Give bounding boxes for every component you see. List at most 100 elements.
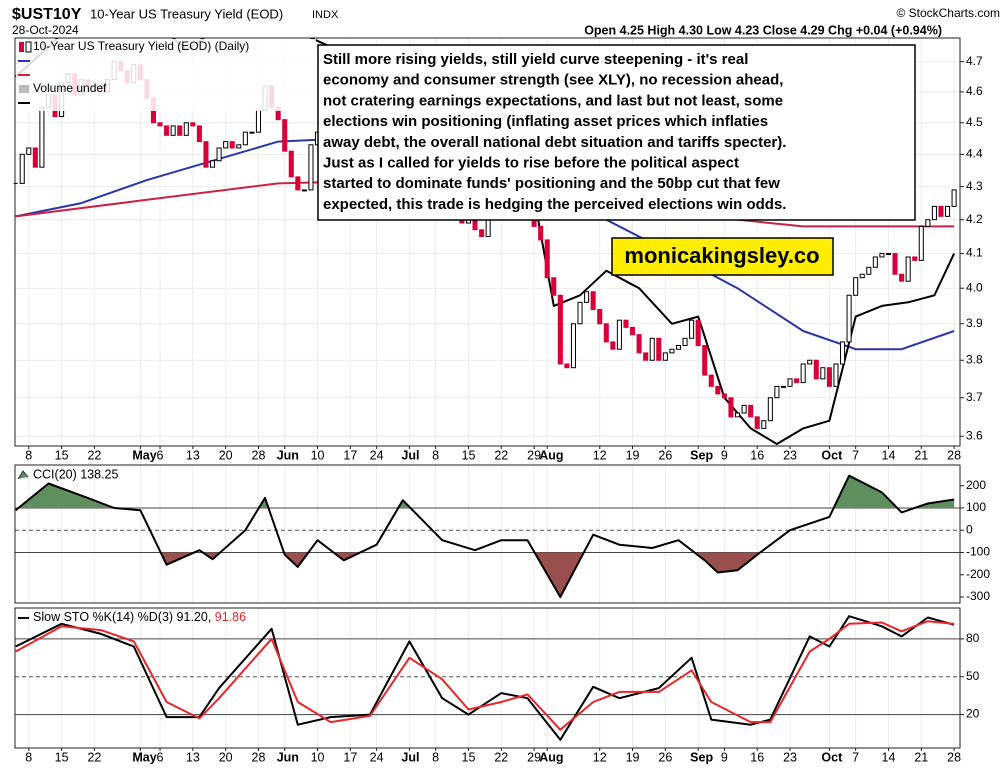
x-tick-label: 13 [186,448,200,462]
annotation-box [317,44,916,221]
candle [767,397,773,422]
candle [807,359,813,365]
candle [820,367,826,380]
candle [485,219,491,238]
candle [255,109,262,133]
candle [754,416,760,429]
legend-box [16,39,316,111]
y-tick-label: 3.8 [966,352,983,366]
candle [216,147,222,162]
candle [177,125,183,136]
watermark: monicakingsley.co [624,243,819,268]
x-tick-label: May [132,750,156,764]
panel-frame [14,37,961,447]
x-tick-label: 19 [626,448,640,462]
candle [879,253,885,258]
x-tick-label: 29 [527,750,541,764]
symbol: $UST10Y [12,6,82,23]
candle [282,119,288,152]
candle [931,205,937,221]
candle [774,385,780,399]
y-tick-label: -200 [966,567,990,581]
x-tick-label: 7 [852,750,859,764]
indicator-label-part: 91.86 [215,610,246,624]
candle [885,253,892,256]
candle [656,337,662,361]
annotation-text: elections win positioning (inflating ass… [323,113,768,130]
panel: -300 -200 -100 0 100 200 CCI(20) 138.25 [14,464,990,604]
x-tick-label: 21 [914,448,928,462]
date: 28-Oct-2024 [12,23,79,37]
candle [39,106,45,168]
candle [157,122,163,127]
candle [702,345,708,376]
y-tick-label: 4.1 [966,246,983,260]
x-tick-label: Jul [401,448,419,462]
y-tick-label: 3.9 [966,316,983,330]
x-tick-label: 8 [25,448,32,462]
candle [872,256,878,268]
candle [899,273,905,282]
candle [675,345,682,350]
x-tick-label: 20 [219,448,233,462]
candle [905,256,911,282]
candle [577,301,583,325]
x-tick-label: 26 [658,448,672,462]
x-tick-label: Oct [821,750,843,764]
candle [229,141,235,149]
x-tick-label: 15 [55,750,69,764]
candle [26,147,32,155]
x-tick-label: 28 [947,448,961,462]
legend-swatch [19,42,24,52]
annotation-text: economy and consumer strength (see XLY),… [323,72,783,89]
exchange: INDX [312,9,339,21]
x-tick-label: Jun [277,448,299,462]
annotation-text: expected, this trade is hedging the perc… [323,196,786,213]
annotation-text: Just as I called for yields to rise befo… [323,154,739,171]
x-tick-label: 17 [343,448,357,462]
candle [833,363,839,387]
x-tick-label: 15 [55,448,69,462]
candle [616,319,622,350]
candle [813,359,819,380]
candle [610,341,616,350]
candle [19,153,25,184]
candle [597,308,603,325]
quote: Open 4.25 High 4.30 Low 4.23 Close 4.29 … [584,23,942,37]
indicator-label-part: Slow STO %K(14) %D(3) 91.20, [33,610,215,624]
legend-swatch [19,85,29,93]
candle [564,363,570,369]
annotation-text: away debt, the overall national debt sit… [323,134,786,151]
x-tick-label: Jun [277,750,299,764]
candle [728,397,734,418]
y-tick-label: 200 [966,478,986,492]
legend: 10-Year US Treasury Yield (EOD) (Daily) V… [16,39,316,111]
x-tick-label: 17 [343,750,357,764]
panel: 20 50 80 8 15 22 May 6 13 20 28 Jun 10 17 24 Jul 8 15 22 29… [14,607,980,764]
candle [479,229,485,238]
candle [196,125,202,143]
candle [209,160,216,168]
candle [203,141,209,168]
x-tick-label: 14 [882,448,896,462]
candle [183,122,189,136]
x-tick-label: 24 [370,750,384,764]
x-tick-label: Aug [539,750,563,764]
candle [682,337,688,347]
y-tick-label: 3.7 [966,390,983,404]
x-tick-label: 28 [252,750,266,764]
candle [695,319,701,347]
candle [846,294,852,343]
candle [249,131,255,134]
candle [662,352,668,361]
candle [780,385,787,388]
candle [584,291,590,303]
y-tick-label: 4.3 [966,179,983,193]
candle [538,225,544,241]
x-tick-label: 7 [852,448,859,462]
candle [853,277,859,296]
candle [301,189,307,192]
candle [242,131,248,146]
